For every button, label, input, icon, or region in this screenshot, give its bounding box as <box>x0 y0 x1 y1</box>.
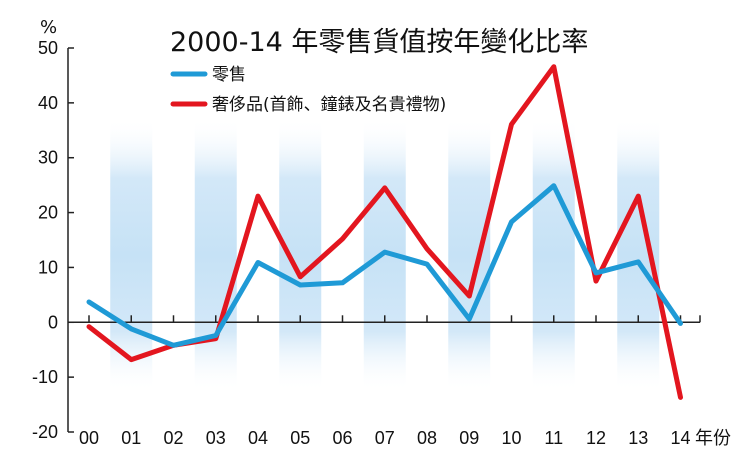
x-tick-label-14: 14 <box>670 428 690 448</box>
y-tick-label-0: 0 <box>48 312 58 332</box>
y-tick-label-50: 50 <box>38 38 58 58</box>
y-tick-label-40: 40 <box>38 93 58 113</box>
x-tick-label-08: 08 <box>417 428 437 448</box>
x-tick-label-10: 10 <box>501 428 521 448</box>
background-bands <box>110 118 660 392</box>
y-tick-label-20: 20 <box>38 203 58 223</box>
x-tick-label-12: 12 <box>586 428 606 448</box>
legend-label-retail: 零售 <box>212 65 246 85</box>
background-band-03 <box>194 118 237 392</box>
chart-text: 2000-14 年零售貨值按年變化比率 % 年份 零售 奢侈品(首飾、鐘錶及名貴… <box>32 17 731 448</box>
y-tick-label--10: -10 <box>32 367 58 387</box>
y-tick-label-30: 30 <box>38 148 58 168</box>
background-band-11 <box>532 118 575 392</box>
background-band-05 <box>279 118 322 392</box>
y-tick-label--20: -20 <box>32 422 58 442</box>
x-tick-label-00: 00 <box>79 428 99 448</box>
x-tick-label-05: 05 <box>290 428 310 448</box>
axes <box>67 47 701 433</box>
x-tick-label-07: 07 <box>375 428 395 448</box>
x-axis-unit: 年份 <box>695 428 731 448</box>
y-tick-label-10: 10 <box>38 257 58 277</box>
y-axis-unit: % <box>40 17 57 38</box>
x-tick-label-02: 02 <box>163 428 183 448</box>
series-lines <box>86 64 683 400</box>
chart-title: 2000-14 年零售貨值按年變化比率 <box>170 27 588 58</box>
legend: 零售 奢侈品(首飾、鐘錶及名貴禮物) <box>170 65 446 115</box>
x-tick-label-13: 13 <box>628 428 648 448</box>
x-tick-label-11: 11 <box>544 428 563 448</box>
x-tick-label-09: 09 <box>459 428 479 448</box>
x-tick-label-04: 04 <box>248 428 268 448</box>
x-tick-label-01: 01 <box>121 428 141 448</box>
legend-label-luxury: 奢侈品(首飾、鐘錶及名貴禮物) <box>212 95 446 115</box>
x-tick-label-03: 03 <box>206 428 226 448</box>
background-band-09 <box>448 118 491 392</box>
x-tick-label-06: 06 <box>332 428 352 448</box>
